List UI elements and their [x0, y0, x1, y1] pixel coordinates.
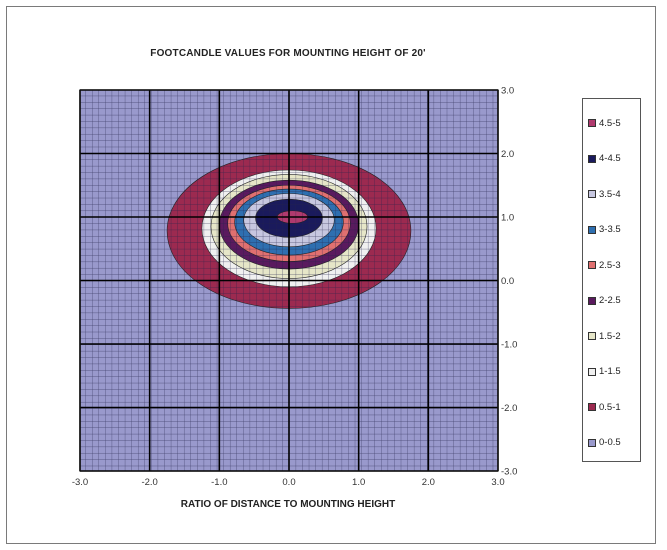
legend-item: 4-4.5 — [588, 152, 621, 166]
x-tick-label: 3.0 — [491, 477, 504, 488]
y-tick-label: 2.0 — [501, 149, 514, 160]
legend-item: 2.5-3 — [588, 258, 621, 272]
legend-label: 1.5-2 — [599, 330, 621, 342]
legend-label: 1-1.5 — [599, 366, 621, 377]
x-axis-label: RATIO OF DISTANCE TO MOUNTING HEIGHT — [180, 499, 396, 510]
y-tick-label: 0.0 — [501, 276, 514, 287]
x-tick-label: 0.0 — [282, 477, 295, 488]
y-tick-label: -2.0 — [501, 403, 517, 414]
legend-swatch — [588, 225, 596, 234]
plot-border — [79, 89, 499, 472]
legend-item: 1-1.5 — [588, 365, 621, 379]
legend-label: 4.5-5 — [599, 117, 621, 129]
y-tick-labels: 3.0 2.0 1.0 0.0 -1.0 -2.0 -3.0 — [501, 86, 517, 478]
x-tick-label: -2.0 — [141, 477, 157, 488]
legend-swatch — [588, 154, 596, 163]
legend-swatch — [588, 403, 596, 411]
legend-swatch — [588, 438, 596, 447]
legend-item: 1.5-2 — [588, 329, 621, 343]
legend-label: 2.5-3 — [599, 259, 621, 271]
x-tick-label: 2.0 — [422, 477, 435, 488]
legend-label: 2-2.5 — [599, 295, 621, 306]
legend-swatch — [588, 332, 596, 340]
x-tick-labels: -3.0 -2.0 -1.0 0.0 1.0 2.0 3.0 — [72, 477, 505, 488]
legend-item: 3-3.5 — [588, 223, 621, 237]
y-tick-label: -3.0 — [501, 467, 517, 478]
legend-label: 0.5-1 — [599, 401, 621, 413]
legend-item: 2-2.5 — [588, 294, 621, 308]
legend-item: 4.5-5 — [588, 116, 621, 130]
y-tick-label: 3.0 — [501, 86, 514, 97]
legend-swatch — [588, 296, 596, 305]
legend: 4.5-5 4-4.5 3.5-4 3-3.5 2.5-3 2-2.5 1.5-2 1-1.5… — [582, 98, 641, 462]
legend-item: 3.5-4 — [588, 187, 621, 201]
x-tick-label: -3.0 — [72, 477, 88, 488]
legend-label: 4-4.5 — [599, 153, 621, 164]
y-tick-label: -1.0 — [501, 340, 517, 351]
legend-label: 3-3.5 — [599, 224, 621, 235]
x-tick-label: -1.0 — [211, 477, 227, 488]
legend-item: 0.5-1 — [588, 400, 621, 414]
legend-item: 0-0.5 — [588, 436, 621, 450]
legend-swatch — [588, 367, 596, 376]
legend-swatch — [588, 119, 596, 127]
legend-label: 3.5-4 — [599, 188, 621, 200]
legend-swatch — [588, 190, 596, 198]
chart-title: FOOTCANDLE VALUES FOR MOUNTING HEIGHT OF… — [150, 48, 426, 59]
legend-label: 0-0.5 — [599, 437, 621, 448]
legend-swatch — [588, 261, 596, 269]
x-tick-label: 1.0 — [352, 477, 365, 488]
y-tick-label: 1.0 — [501, 213, 514, 224]
